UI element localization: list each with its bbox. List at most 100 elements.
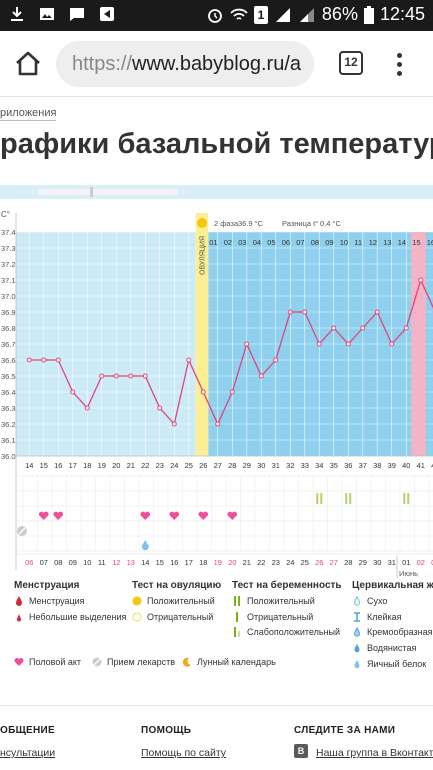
url-field[interactable]: https://www.babyblog.ru/a bbox=[56, 41, 314, 87]
date-label: 23 bbox=[272, 558, 280, 567]
cycle-day-label: 17 bbox=[69, 461, 77, 470]
page-title: рафики базальной температур bbox=[0, 128, 433, 160]
date-label: 22 bbox=[257, 558, 265, 567]
phase-day-label: 09 bbox=[325, 238, 333, 247]
y-tick-label: 37.2 bbox=[1, 260, 16, 269]
cycle-day-label: 30 bbox=[257, 461, 265, 470]
url-host: www.babyblog.ru/a bbox=[132, 53, 302, 75]
date-label: 02 bbox=[417, 558, 425, 567]
date-label: 27 bbox=[330, 558, 338, 567]
date-label: 03 bbox=[431, 558, 433, 567]
intercourse-heart bbox=[53, 511, 64, 520]
cycle-day-label: 21 bbox=[127, 461, 135, 470]
phase-day-label: 10 bbox=[340, 238, 348, 247]
temperature-point bbox=[41, 357, 47, 363]
date-label: 16 bbox=[170, 558, 178, 567]
double-bar-green-icon bbox=[234, 596, 240, 606]
cycle-day-label: 39 bbox=[388, 461, 396, 470]
message-icon bbox=[70, 8, 84, 21]
y-tick-label: 36.3 bbox=[1, 404, 16, 413]
footer-link-consultations[interactable]: нсультации bbox=[0, 747, 56, 759]
bbt-chart: 37.4 37.3 37.2 37.1 37.0 36.9 36.8 36.7 36.6 36.5… bbox=[1, 210, 433, 578]
legend-cervical-watery: Водянистая bbox=[352, 643, 416, 653]
diff-label: Разница t° bbox=[282, 219, 318, 228]
breadcrumb[interactable]: риложения bbox=[0, 107, 57, 121]
vk-icon[interactable]: B bbox=[294, 744, 308, 758]
legend-ovulation-negative: Отрицательный bbox=[132, 612, 213, 622]
chart-scrollbar[interactable] bbox=[0, 185, 433, 199]
legend-pregnancy-weak: Слабоположительный bbox=[232, 627, 340, 637]
overflow-menu-icon[interactable] bbox=[392, 51, 406, 77]
cycle-day-label: 32 bbox=[286, 461, 294, 470]
y-tick-label: 36.0 bbox=[1, 452, 16, 461]
temperature-point bbox=[70, 389, 76, 395]
y-axis-label: С° bbox=[1, 210, 10, 219]
home-icon[interactable] bbox=[14, 50, 42, 78]
temperature-point bbox=[200, 389, 206, 395]
date-label: 30 bbox=[373, 558, 381, 567]
yellow-circle-icon bbox=[132, 596, 142, 606]
date-label: 17 bbox=[185, 558, 193, 567]
intercourse-heart bbox=[140, 511, 151, 520]
cycle-day-label: 31 bbox=[272, 461, 280, 470]
sim-icon: 1 bbox=[253, 5, 268, 24]
legend-cervical-creamy: Кремообразная bbox=[352, 627, 433, 637]
yellow-ring-icon bbox=[132, 612, 142, 622]
tab-switcher-button[interactable]: 12 bbox=[339, 51, 363, 75]
image-icon bbox=[40, 8, 54, 20]
legend-ovulation-test-title: Тест на овуляцию bbox=[132, 580, 222, 591]
y-tick-label: 36.1 bbox=[1, 436, 16, 445]
phase2-value: 36.9 °C bbox=[238, 219, 264, 228]
clock: 12:45 bbox=[379, 4, 425, 24]
phase-day-label: 12 bbox=[369, 238, 377, 247]
temperature-point bbox=[273, 357, 279, 363]
date-label: 06 bbox=[25, 558, 33, 567]
temperature-point bbox=[316, 341, 322, 347]
date-label: 31 bbox=[388, 558, 396, 567]
chart-scroll-thumb[interactable] bbox=[38, 189, 178, 195]
moon-icon bbox=[182, 657, 191, 667]
url-scheme: https:// bbox=[72, 53, 133, 75]
y-tick-label: 36.5 bbox=[1, 372, 16, 381]
temperature-point bbox=[26, 357, 32, 363]
legend-lunar-calendar[interactable]: Лунный календарь bbox=[182, 657, 276, 667]
footer-link-help[interactable]: Помощь по сайту bbox=[141, 747, 227, 759]
cycle-day-label: 18 bbox=[83, 461, 91, 470]
legend-menstruation: Менструация bbox=[14, 596, 85, 606]
legend-pregnancy-positive: Положительный bbox=[232, 596, 315, 606]
pill-icon bbox=[92, 657, 102, 667]
cycle-day-label: 33 bbox=[301, 461, 309, 470]
battery-percent: 86% bbox=[321, 4, 358, 24]
date-label: 25 bbox=[301, 558, 309, 567]
y-tick-label: 37.0 bbox=[1, 292, 16, 301]
temperature-point bbox=[360, 325, 366, 331]
temperature-point bbox=[345, 341, 351, 347]
legend-cervical-dry: Сухо bbox=[352, 596, 387, 606]
download-icon bbox=[11, 7, 23, 21]
chart-scroll-grip[interactable] bbox=[90, 187, 93, 197]
cycle-day-label: 25 bbox=[185, 461, 193, 470]
cycle-day-label: 20 bbox=[112, 461, 120, 470]
cycle-day-label: 28 bbox=[228, 461, 236, 470]
cycle-day-label: 22 bbox=[141, 461, 149, 470]
phase-day-label: 03 bbox=[238, 238, 246, 247]
cycle-day-label: 19 bbox=[98, 461, 106, 470]
drop-light-blue-icon bbox=[354, 660, 360, 669]
date-label: 10 bbox=[83, 558, 91, 567]
temperature-point bbox=[302, 309, 308, 315]
footer-link-vk-group[interactable]: Наша группа в Вконтакте bbox=[316, 747, 433, 759]
legend-pregnancy-negative: Отрицательный bbox=[232, 612, 313, 622]
pregnancy-test-bar bbox=[349, 493, 352, 504]
phase-day-label: 02 bbox=[224, 238, 232, 247]
temperature-point bbox=[331, 325, 337, 331]
temperature-point bbox=[84, 405, 90, 411]
phase-day-label: 06 bbox=[282, 238, 290, 247]
date-label: 01 bbox=[402, 558, 410, 567]
phase-day-label: 01 bbox=[209, 238, 217, 247]
cycle-day-label: 36 bbox=[344, 461, 352, 470]
temperature-line bbox=[29, 278, 433, 426]
cycle-day-label: 26 bbox=[199, 461, 207, 470]
cycle-day-label: 35 bbox=[330, 461, 338, 470]
phase2-label: 2 фаза bbox=[214, 219, 239, 228]
ovulation-marker bbox=[197, 218, 207, 228]
